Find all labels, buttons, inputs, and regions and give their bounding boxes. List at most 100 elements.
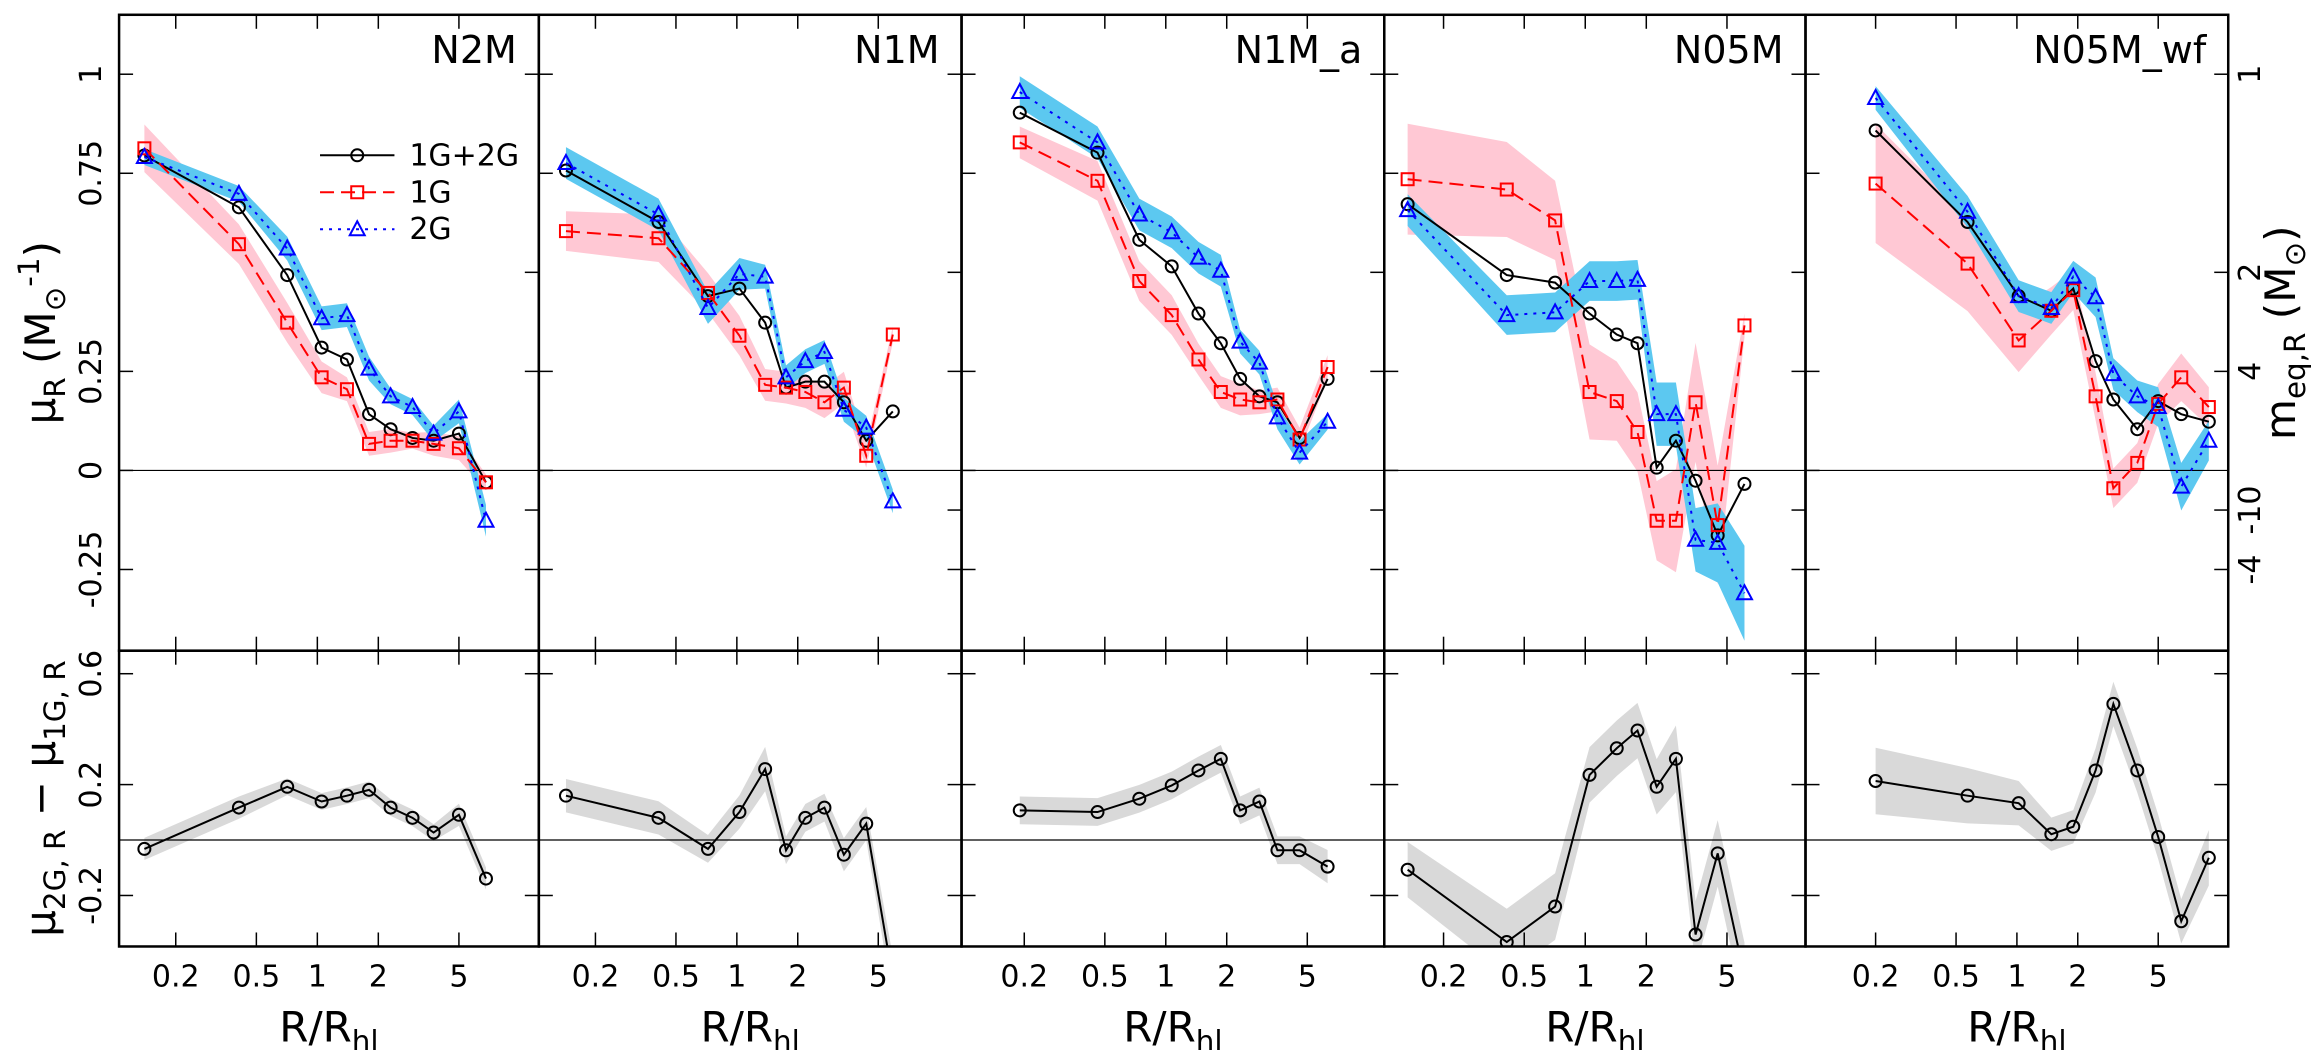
- marker: [1213, 384, 1228, 399]
- marker: [1630, 723, 1645, 738]
- error-band: [1407, 123, 1745, 585]
- marker: [337, 304, 357, 323]
- y-axis-label-part: -1: [12, 257, 46, 286]
- marker: [314, 370, 329, 385]
- x-tick-label: 0.5: [652, 959, 700, 994]
- marker: [1499, 182, 1514, 197]
- marker: [2009, 285, 2028, 304]
- marker: [1630, 336, 1645, 351]
- marker: [1090, 145, 1105, 160]
- top-panel: [119, 124, 539, 537]
- marker: [1737, 318, 1752, 333]
- marker: [556, 152, 576, 170]
- panel-title: N05M: [1674, 28, 1784, 72]
- y-tick-label: 0.25: [74, 338, 109, 405]
- y-tick-label: 0.2: [74, 761, 109, 809]
- marker: [1270, 843, 1285, 858]
- x-axis-label-part: hl: [352, 1024, 379, 1050]
- marker: [698, 297, 718, 315]
- bottom-panel: [538, 746, 962, 985]
- marker: [817, 374, 832, 389]
- y-axis-label-part: μ: [16, 910, 65, 937]
- marker: [314, 794, 329, 809]
- marker: [857, 417, 876, 435]
- marker: [779, 380, 794, 395]
- marker: [859, 816, 874, 831]
- marker: [1252, 794, 1267, 809]
- x-tick-label: 5: [449, 959, 468, 994]
- legend-label: 2G: [409, 212, 451, 247]
- marker: [776, 367, 796, 385]
- bottom-panel: [119, 778, 539, 890]
- x-tick-label: 2: [2068, 959, 2087, 994]
- marker: [1668, 751, 1683, 766]
- panel-title: N1M: [854, 28, 939, 72]
- marker: [1737, 476, 1752, 491]
- marker: [137, 841, 152, 856]
- error-band: [1019, 76, 1328, 465]
- x-tick-label: 0.2: [1000, 959, 1048, 994]
- marker: [730, 263, 749, 281]
- data-line: [1874, 129, 2210, 431]
- y2-axis-label-part: (M: [2256, 267, 2305, 333]
- data-line: [1874, 182, 2210, 491]
- x-tick-label: 1: [2007, 959, 2026, 994]
- x-axis-label-part: hl: [2040, 1024, 2067, 1050]
- marker: [2088, 354, 2103, 369]
- marker: [1866, 87, 1885, 105]
- marker: [1548, 899, 1563, 914]
- y2-tick-label: 4: [2233, 362, 2268, 381]
- marker: [280, 315, 295, 330]
- marker: [885, 327, 900, 342]
- data-line: [565, 766, 889, 947]
- y-axis-label-part: ): [16, 241, 65, 257]
- panel-frame: [117, 13, 541, 652]
- marker: [1545, 302, 1565, 320]
- error-band: [1019, 744, 1328, 884]
- data-line: [1875, 700, 2210, 925]
- marker: [2106, 696, 2121, 711]
- marker: [362, 782, 377, 797]
- marker: [1189, 247, 1208, 265]
- marker: [1710, 528, 1725, 543]
- x-tick-label: 1: [727, 959, 746, 994]
- x-axis-label-part: R/R: [1123, 1002, 1196, 1050]
- x-tick-label: 0.2: [572, 959, 620, 994]
- marker: [1318, 411, 1337, 429]
- marker: [426, 825, 441, 840]
- data-line: [1407, 728, 1740, 947]
- y2-axis-label-part: ⊙: [2278, 242, 2312, 267]
- y2-tick-label: -10: [2233, 486, 2268, 535]
- data-line: [565, 230, 894, 460]
- marker: [1164, 778, 1179, 793]
- marker: [476, 510, 496, 528]
- marker: [339, 352, 354, 367]
- marker: [1735, 583, 1754, 601]
- marker: [887, 973, 899, 985]
- marker: [815, 341, 834, 359]
- marker: [1582, 384, 1597, 399]
- x-tick-label: 0.5: [1500, 959, 1548, 994]
- bottom-panel: [961, 744, 1385, 884]
- marker: [1868, 773, 1883, 788]
- marker: [1609, 327, 1624, 342]
- marker: [651, 215, 666, 230]
- marker: [231, 200, 246, 215]
- y-tick-label: -0.25: [74, 531, 109, 609]
- x-axis-label-part: R/R: [279, 1002, 352, 1050]
- marker: [231, 237, 246, 252]
- marker: [2201, 850, 2216, 865]
- marker: [1668, 513, 1683, 528]
- error-band: [1407, 194, 1745, 641]
- marker: [1088, 132, 1107, 150]
- y-axis-label-part: 1G, R: [38, 660, 72, 741]
- data-line: [1407, 203, 1746, 538]
- marker: [1499, 935, 1514, 947]
- y2-tick-label: -4: [2233, 555, 2268, 585]
- marker: [732, 328, 747, 343]
- x-tick-label: 2: [369, 959, 388, 994]
- marker: [1710, 518, 1725, 533]
- marker: [1250, 352, 1269, 370]
- marker: [231, 800, 246, 815]
